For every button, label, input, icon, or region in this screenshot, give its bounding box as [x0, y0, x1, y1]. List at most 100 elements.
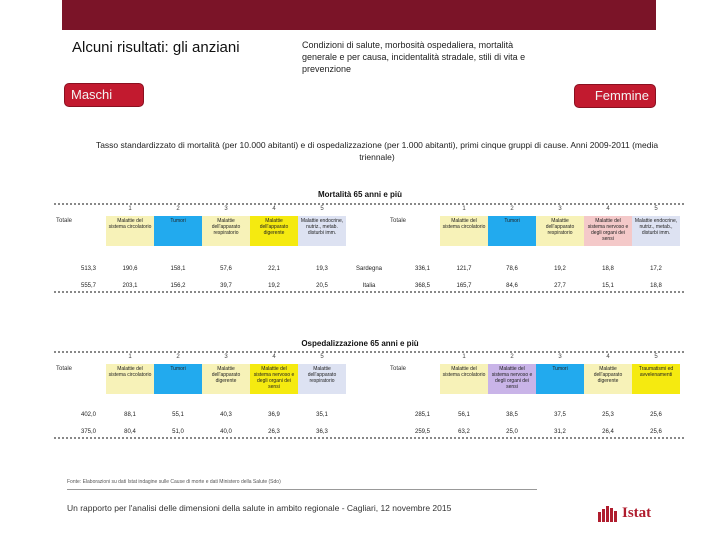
source-note: Fonte: Elaborazioni su dati Istat indagi… — [67, 479, 281, 485]
value-cell: 158,1 — [170, 266, 186, 272]
value-row: 88,1 55,1 40,3 36,9 35,1 — [106, 412, 346, 418]
value-cell: 63,2 — [458, 429, 470, 435]
region-label: Sardegna — [355, 266, 383, 272]
cause-cell: Malattie del sistema nervoso e degli org… — [584, 216, 632, 246]
total-value: 259,5 — [414, 429, 430, 435]
total-value: 513,3 — [80, 266, 96, 272]
right-half: Totale 1 2 3 4 5 Malattie del sistema circolat… — [388, 353, 684, 437]
rank-number: 4 — [272, 354, 276, 360]
value-cell: 55,1 — [172, 412, 184, 418]
value-cell: 190,6 — [122, 266, 138, 272]
value-cell: 165,7 — [456, 283, 472, 289]
total-value: 555,7 — [80, 283, 96, 289]
istat-logo-icon — [598, 505, 617, 522]
cause-cell: Malattie dell'apparato respiratorio — [536, 216, 584, 246]
value-cell: 25,6 — [650, 412, 662, 418]
rank-number: 4 — [606, 354, 610, 360]
value-row: 165,7 84,6 27,7 15,1 18,8 — [440, 283, 680, 289]
value-cell: 56,1 — [458, 412, 470, 418]
cause-cell: Malattie del sistema circolatorio — [440, 216, 488, 246]
value-row: 190,6 158,1 57,6 22,1 19,3 — [106, 266, 346, 272]
right-half: Totale 1 2 3 4 5 Malattie del sistema circolat… — [388, 205, 684, 291]
slide-topic: Condizioni di salute, morbosità ospedali… — [302, 40, 526, 74]
value-cell: 25,3 — [602, 412, 614, 418]
value-cell: 37,5 — [554, 412, 566, 418]
slide-title: Alcuni risultati: gli anziani — [72, 39, 240, 56]
rank-number: 3 — [224, 206, 228, 212]
total-value: 375,0 — [80, 429, 96, 435]
value-cell: 17,2 — [650, 266, 662, 272]
mortality-table: Totale 1 2 3 4 5 Malattie del sistema circolat… — [54, 203, 684, 293]
rank-number: 4 — [606, 206, 610, 212]
value-cell: 27,7 — [554, 283, 566, 289]
cause-cell: Malattie dell'apparato digerente — [250, 216, 298, 246]
rank-number: 1 — [462, 206, 466, 212]
value-cell: 40,0 — [220, 429, 232, 435]
rank-row: 1 2 3 4 5 — [440, 354, 680, 360]
value-cell: 203,1 — [122, 283, 138, 289]
value-cell: 57,6 — [220, 266, 232, 272]
rank-number: 5 — [320, 206, 324, 212]
value-cell: 18,8 — [602, 266, 614, 272]
males-tag: Maschi — [64, 83, 144, 107]
value-row: 56,1 38,5 37,5 25,3 25,6 — [440, 412, 680, 418]
value-cell: 22,1 — [268, 266, 280, 272]
rank-number: 3 — [224, 354, 228, 360]
rank-number: 2 — [176, 206, 180, 212]
cause-header-row: Malattie del sistema circolatorio Tumori M… — [106, 216, 346, 246]
rank-number: 5 — [320, 354, 324, 360]
rank-number: 3 — [558, 354, 562, 360]
hospitalization-table-title: Ospedalizzazione 65 anni e più — [301, 339, 419, 348]
cause-cell: Malattie del sistema nervoso e degli org… — [488, 364, 536, 394]
mortality-table-title: Mortalità 65 anni e più — [317, 190, 402, 199]
cause-header-row: Malattie del sistema circolatorio Tumori M… — [106, 364, 346, 394]
value-cell: 39,7 — [220, 283, 232, 289]
rank-number: 2 — [510, 206, 514, 212]
cause-cell: Malattie endocrine, nutriz., metab. dist… — [298, 216, 346, 246]
cause-cell: Malattie dell'apparato digerente — [202, 364, 250, 394]
value-cell: 80,4 — [124, 429, 136, 435]
cause-header-row: Malattie del sistema circolatorio Tumori M… — [440, 216, 680, 246]
total-label: Totale — [56, 218, 73, 224]
value-cell: 156,2 — [170, 283, 186, 289]
value-cell: 19,2 — [554, 266, 566, 272]
females-tag: Femmine — [574, 84, 656, 108]
cause-cell: Malattie del sistema circolatorio — [440, 364, 488, 394]
value-cell: 26,4 — [602, 429, 614, 435]
cause-cell: Malattie dell'apparato digerente — [584, 364, 632, 394]
total-value: 368,5 — [414, 283, 430, 289]
cause-cell: Tumori — [154, 216, 202, 246]
value-cell: 25,6 — [650, 429, 662, 435]
rank-number: 4 — [272, 206, 276, 212]
footer-divider — [67, 489, 537, 490]
rank-number: 3 — [558, 206, 562, 212]
top-banner — [62, 0, 656, 30]
rank-row: 1 2 3 4 5 — [106, 206, 346, 212]
value-cell: 19,2 — [268, 283, 280, 289]
cause-cell: Tumori — [488, 216, 536, 246]
total-value: 336,1 — [414, 266, 430, 272]
rank-number: 1 — [128, 354, 132, 360]
value-cell: 36,3 — [316, 429, 328, 435]
value-cell: 25,0 — [506, 429, 518, 435]
footer-text: Un rapporto per l'analisi delle dimensio… — [67, 503, 452, 513]
value-cell: 20,5 — [316, 283, 328, 289]
rank-number: 5 — [654, 354, 658, 360]
cause-cell: Malattie dell'apparato respiratorio — [202, 216, 250, 246]
cause-cell: Malattie del sistema circolatorio — [106, 364, 154, 394]
value-cell: 15,1 — [602, 283, 614, 289]
value-cell: 19,3 — [316, 266, 328, 272]
value-cell: 40,3 — [220, 412, 232, 418]
value-row: 63,2 25,0 31,2 26,4 25,6 — [440, 429, 680, 435]
istat-logo: Istat — [598, 505, 651, 522]
value-cell: 18,8 — [650, 283, 662, 289]
rank-number: 1 — [462, 354, 466, 360]
cause-cell: Malattie del sistema nervoso e degli org… — [250, 364, 298, 394]
total-label: Totale — [390, 218, 407, 224]
value-row: 203,1 156,2 39,7 19,2 20,5 — [106, 283, 346, 289]
cause-cell: Tumori — [536, 364, 584, 394]
value-cell: 121,7 — [456, 266, 472, 272]
left-half: Totale 1 2 3 4 5 Malattie del sistema circolat… — [54, 205, 350, 291]
value-cell: 35,1 — [316, 412, 328, 418]
rank-number: 2 — [510, 354, 514, 360]
